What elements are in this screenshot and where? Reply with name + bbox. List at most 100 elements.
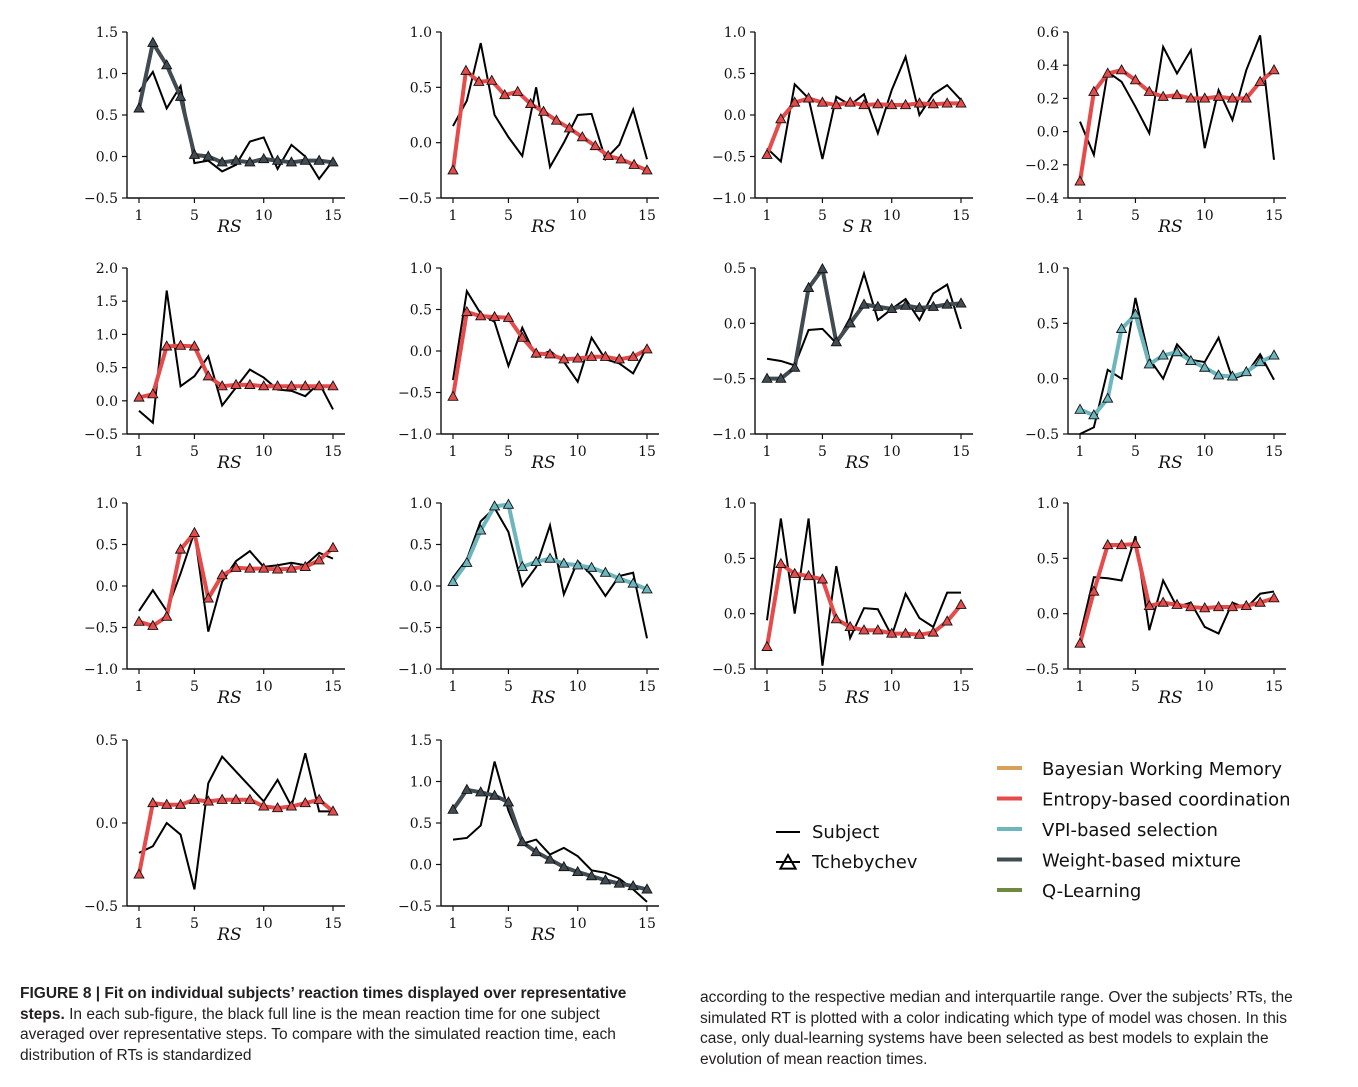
model-marker: [872, 300, 884, 311]
model-marker: [447, 575, 459, 586]
model-line: [451, 787, 648, 892]
model-marker: [1074, 637, 1086, 648]
y-tick-label: 0.0: [724, 108, 746, 124]
x-tick-label: 15: [952, 679, 970, 695]
model-marker: [530, 555, 542, 567]
model-marker: [516, 560, 528, 571]
x-tick-label: 5: [818, 444, 827, 460]
model-marker: [1185, 354, 1197, 366]
model-marker: [202, 795, 214, 806]
y-tick-label: 0.2: [1037, 91, 1059, 107]
x-tick-label: 10: [255, 444, 273, 460]
y-tick-label: −0.2: [1025, 158, 1059, 174]
model-marker: [1254, 596, 1266, 607]
x-tick-label: 5: [1131, 679, 1140, 695]
model-marker: [899, 98, 912, 110]
y-tick-label: −0.4: [1025, 191, 1059, 207]
model-marker: [1212, 369, 1225, 380]
model-marker: [1268, 64, 1280, 75]
legend-subject-label: Subject: [812, 822, 879, 843]
model-marker: [502, 311, 515, 322]
model-marker: [1199, 361, 1211, 372]
y-tick-label: 1.0: [724, 496, 746, 512]
model-marker: [230, 793, 242, 804]
x-tick-label: 15: [324, 916, 342, 932]
x-tick-label: 5: [818, 679, 827, 695]
y-tick-label: 1.0: [96, 496, 118, 512]
model-marker: [602, 149, 614, 161]
subject-line: [766, 53, 962, 164]
model-marker: [761, 372, 773, 383]
model-marker: [285, 562, 298, 573]
model-marker: [941, 615, 953, 626]
model-marker: [775, 557, 787, 568]
model-marker: [858, 98, 870, 110]
x-axis-label: RS: [216, 217, 241, 237]
model-marker: [313, 154, 325, 165]
model-marker: [1157, 596, 1169, 607]
model-line: [767, 267, 962, 381]
model-marker: [613, 353, 625, 364]
legend-tchebychev-label: Tchebychev: [811, 852, 918, 873]
model-marker: [802, 92, 815, 103]
y-tick-label: 0.5: [410, 80, 432, 96]
y-tick-label: −1.0: [712, 427, 746, 443]
model-marker: [641, 583, 653, 594]
y-tick-label: 0.5: [96, 538, 118, 554]
model-marker: [188, 526, 201, 537]
x-axis-label: RS: [530, 453, 555, 473]
model-marker: [327, 156, 339, 167]
model-marker: [188, 793, 201, 804]
model-marker: [530, 347, 542, 358]
model-marker: [488, 789, 501, 800]
x-tick-label: 10: [1196, 208, 1214, 224]
x-tick-label: 1: [135, 208, 144, 224]
y-tick-label: 0.5: [96, 108, 118, 124]
model-marker: [1115, 64, 1128, 75]
x-tick-label: 5: [818, 208, 827, 224]
model-marker: [627, 577, 639, 588]
y-tick-label: 1.0: [1037, 496, 1059, 512]
model-marker: [1240, 92, 1252, 103]
model-line: [138, 530, 335, 628]
model-marker: [816, 573, 829, 584]
caption-column-right: according to the respective median and i…: [700, 989, 1293, 1068]
subject-line: [452, 42, 648, 170]
model-marker: [641, 164, 653, 175]
model-marker: [1102, 67, 1114, 78]
y-tick-label: 0.0: [1037, 372, 1059, 388]
model-marker: [447, 803, 459, 814]
model-marker: [244, 793, 256, 804]
model-marker: [599, 874, 612, 885]
y-tick-label: 0.0: [1037, 125, 1059, 141]
model-marker: [775, 113, 787, 124]
x-axis-label: RS: [530, 688, 555, 708]
model-marker: [271, 563, 284, 574]
model-marker: [147, 388, 159, 399]
model-marker: [530, 845, 542, 857]
model-marker: [558, 860, 570, 872]
model-marker: [1129, 74, 1142, 85]
model-marker: [461, 556, 473, 567]
model-marker: [313, 554, 325, 565]
model-marker: [802, 569, 815, 581]
caption-title: FIGURE 8 | Fit on individual subjects’ r…: [20, 985, 627, 1023]
subject-line: [452, 506, 648, 639]
model-marker: [563, 122, 576, 133]
model-marker: [488, 500, 501, 511]
model-marker: [899, 299, 912, 310]
model-marker: [1129, 537, 1142, 549]
x-tick-label: 15: [324, 679, 342, 695]
y-tick-label: 1.0: [410, 496, 432, 512]
model-marker: [1185, 600, 1197, 612]
model-marker: [285, 156, 298, 167]
model-marker: [202, 150, 214, 161]
model-marker: [216, 793, 228, 804]
y-tick-label: −0.5: [712, 150, 746, 166]
model-marker: [299, 560, 311, 571]
model-marker: [516, 331, 528, 342]
model-marker: [761, 148, 773, 159]
y-tick-label: 0.5: [410, 538, 432, 554]
